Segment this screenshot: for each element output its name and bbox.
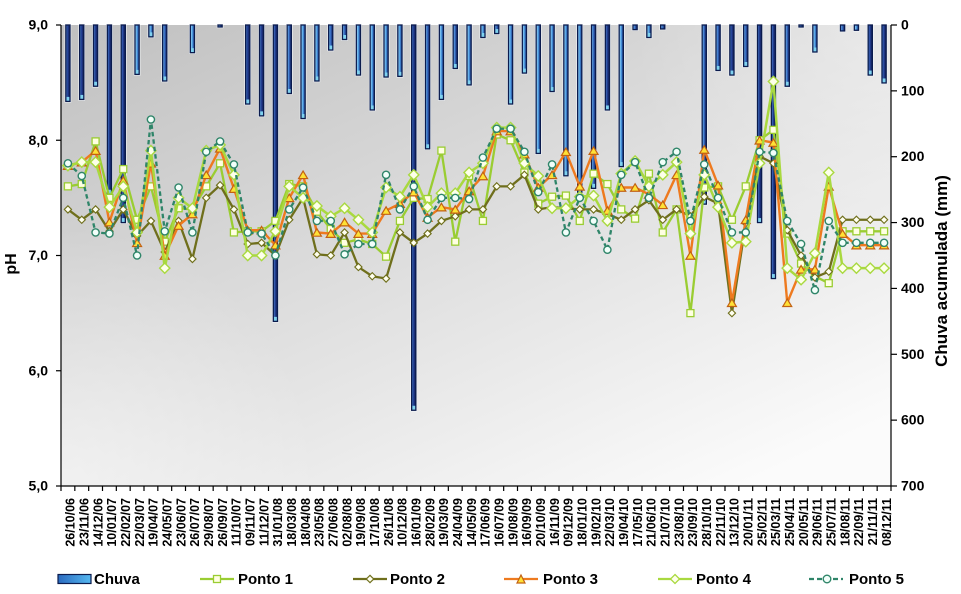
svg-text:20/01/11: 20/01/11 [742, 498, 756, 546]
svg-text:17/06/09: 17/06/09 [479, 498, 493, 547]
svg-text:14/12/06: 14/12/06 [91, 498, 105, 547]
svg-text:18/01/10: 18/01/10 [576, 498, 590, 547]
svg-text:200: 200 [901, 148, 925, 164]
svg-text:22/03/10: 22/03/10 [603, 498, 617, 547]
svg-text:25/02/11: 25/02/11 [755, 498, 769, 546]
svg-text:11/12/07: 11/12/07 [257, 498, 271, 546]
svg-text:6,0: 6,0 [29, 362, 49, 378]
svg-text:19/04/10: 19/04/10 [617, 498, 631, 547]
svg-text:17/10/08: 17/10/08 [368, 498, 382, 547]
svg-text:16/09/09: 16/09/09 [520, 498, 534, 547]
svg-text:19/08/09: 19/08/09 [506, 498, 520, 547]
svg-text:26/10/06: 26/10/06 [64, 498, 78, 547]
svg-text:25/04/11: 25/04/11 [783, 498, 797, 546]
svg-text:20/10/09: 20/10/09 [534, 498, 548, 547]
svg-text:22/02/07: 22/02/07 [119, 498, 133, 547]
svg-text:Ponto 5: Ponto 5 [849, 571, 904, 588]
svg-text:24/04/09: 24/04/09 [451, 498, 465, 547]
svg-text:21/06/10: 21/06/10 [645, 498, 659, 547]
svg-text:400: 400 [901, 280, 925, 296]
svg-text:08/12/11: 08/12/11 [880, 498, 894, 546]
svg-text:23/08/10: 23/08/10 [672, 498, 686, 547]
svg-text:23/09/10: 23/09/10 [686, 498, 700, 547]
svg-text:02/08/08: 02/08/08 [340, 498, 354, 547]
svg-text:29/06/11: 29/06/11 [811, 498, 825, 546]
svg-text:09/11/07: 09/11/07 [244, 498, 258, 546]
svg-text:10/01/07: 10/01/07 [105, 498, 119, 547]
svg-text:8,0: 8,0 [29, 132, 49, 148]
svg-text:Ponto 3: Ponto 3 [543, 571, 598, 588]
svg-text:Ponto 1: Ponto 1 [238, 571, 293, 588]
svg-text:26/09/07: 26/09/07 [216, 498, 230, 547]
svg-text:20/05/11: 20/05/11 [797, 498, 811, 546]
svg-text:14/05/09: 14/05/09 [465, 498, 479, 547]
svg-text:pH: pH [3, 253, 20, 274]
svg-text:25/07/11: 25/07/11 [825, 498, 839, 546]
svg-text:Ponto 4: Ponto 4 [696, 571, 752, 588]
svg-text:28/10/10: 28/10/10 [700, 498, 714, 547]
svg-text:18/04/08: 18/04/08 [299, 498, 313, 547]
svg-text:16/07/09: 16/07/09 [493, 498, 507, 547]
svg-text:100: 100 [901, 82, 925, 98]
svg-text:23/11/06: 23/11/06 [78, 498, 92, 546]
svg-text:Chuva acumulada (mm): Chuva acumulada (mm) [932, 175, 951, 367]
svg-text:26/11/08: 26/11/08 [382, 498, 396, 546]
svg-text:22/03/07: 22/03/07 [133, 498, 147, 547]
svg-text:Chuva: Chuva [94, 571, 141, 588]
svg-text:18/08/11: 18/08/11 [838, 498, 852, 546]
svg-text:16/11/09: 16/11/09 [548, 498, 562, 546]
svg-text:17/05/10: 17/05/10 [631, 498, 645, 547]
svg-text:23/05/08: 23/05/08 [313, 498, 327, 547]
svg-text:10/12/08: 10/12/08 [396, 498, 410, 547]
svg-text:27/06/08: 27/06/08 [327, 498, 341, 547]
svg-text:22/09/11: 22/09/11 [852, 498, 866, 546]
svg-text:300: 300 [901, 214, 925, 230]
svg-text:22/11/10: 22/11/10 [714, 498, 728, 546]
svg-text:16/01/09: 16/01/09 [410, 498, 424, 547]
svg-text:19/02/10: 19/02/10 [589, 498, 603, 547]
svg-text:600: 600 [901, 412, 925, 428]
svg-text:0: 0 [901, 17, 909, 33]
svg-text:7,0: 7,0 [29, 247, 49, 263]
svg-text:21/11/11: 21/11/11 [866, 498, 880, 545]
svg-text:18/03/08: 18/03/08 [285, 498, 299, 547]
svg-text:13/12/10: 13/12/10 [728, 498, 742, 547]
svg-text:19/03/09: 19/03/09 [437, 498, 451, 547]
svg-text:26/07/07: 26/07/07 [188, 498, 202, 547]
svg-text:23/06/07: 23/06/07 [174, 498, 188, 547]
svg-text:5,0: 5,0 [29, 478, 49, 494]
svg-text:11/10/07: 11/10/07 [230, 498, 244, 546]
svg-text:21/07/10: 21/07/10 [659, 498, 673, 547]
svg-text:25/03/11: 25/03/11 [769, 498, 783, 546]
svg-text:19/09/08: 19/09/08 [354, 498, 368, 547]
svg-text:700: 700 [901, 478, 925, 494]
svg-text:24/05/07: 24/05/07 [161, 498, 175, 547]
svg-text:Ponto 2: Ponto 2 [390, 571, 445, 588]
svg-text:9,0: 9,0 [29, 17, 49, 33]
svg-text:19/04/07: 19/04/07 [147, 498, 161, 547]
svg-text:28/02/09: 28/02/09 [423, 498, 437, 547]
svg-text:09/12/09: 09/12/09 [562, 498, 576, 547]
svg-text:29/08/07: 29/08/07 [202, 498, 216, 547]
svg-text:31/01/08: 31/01/08 [271, 498, 285, 547]
svg-text:500: 500 [901, 346, 925, 362]
